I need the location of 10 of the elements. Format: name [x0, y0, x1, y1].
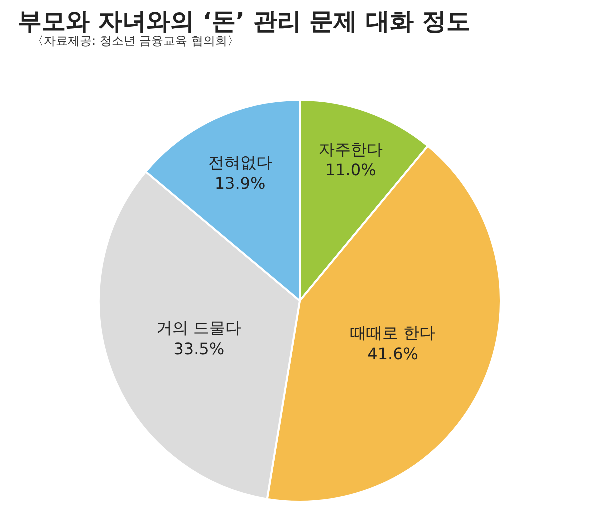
data-label: 33.5% — [174, 339, 225, 358]
chart-subtitle: 〈자료제공: 청소년 금융교육 협의회〉 — [32, 34, 240, 48]
slice-label: 때때로 한다 — [350, 323, 436, 342]
slice-label: 전혀없다 — [208, 153, 272, 172]
slice-label: 자주한다 — [318, 140, 383, 159]
slice-label: 거의 드물다 — [156, 318, 242, 338]
chart-title: 부모와 자녀와의 ‘돈’ 관리 문제 대화 정도 — [18, 8, 470, 36]
data-label: 13.9% — [214, 174, 266, 193]
data-label: 11.0% — [325, 160, 376, 180]
data-label: 41.6% — [368, 344, 418, 364]
